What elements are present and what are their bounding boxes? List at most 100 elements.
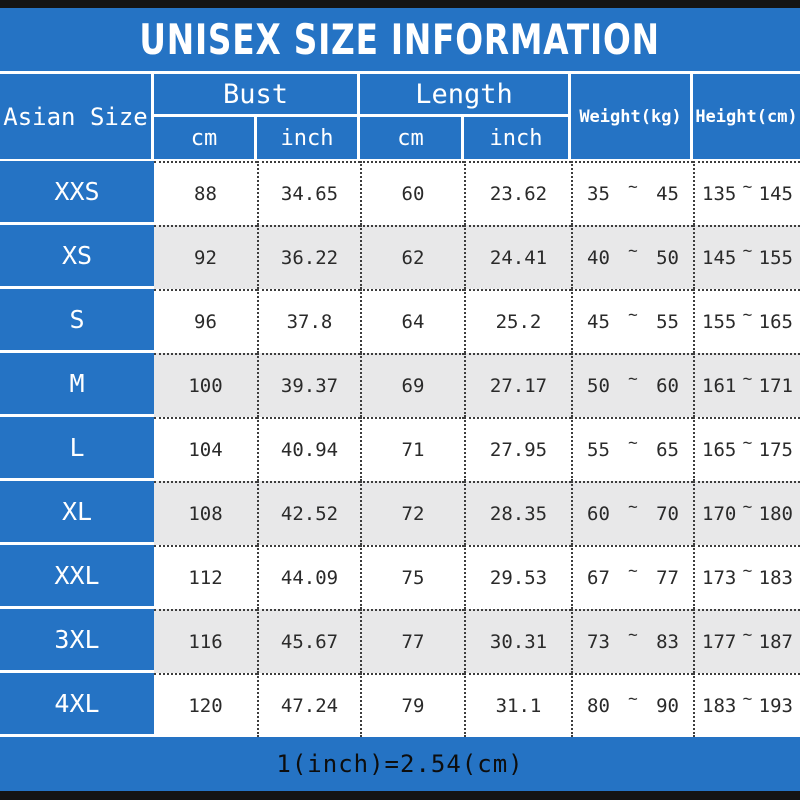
- height-max: 187: [758, 631, 793, 653]
- weight-cell: 35 ~ 45: [571, 161, 693, 225]
- header-bust-inch: inch: [257, 117, 357, 159]
- height-cell: 135 ~ 145: [693, 161, 800, 225]
- weight-min: 67: [587, 567, 610, 589]
- height-cell: 145 ~ 155: [693, 225, 800, 289]
- height-min: 145: [702, 247, 737, 269]
- height-min: 161: [702, 375, 737, 397]
- header-length: Length: [360, 74, 568, 117]
- weight-min: 40: [587, 247, 610, 269]
- weight-min: 60: [587, 503, 610, 525]
- length-inch-cell: 23.62: [464, 161, 571, 225]
- weight-max: 45: [656, 183, 679, 205]
- range-tilde: ~: [628, 496, 638, 516]
- height-cell: 161 ~ 171: [693, 353, 800, 417]
- weight-max: 65: [656, 439, 679, 461]
- bust-inch-cell: 42.52: [257, 481, 360, 545]
- weight-min: 35: [587, 183, 610, 205]
- length-inch-cell: 28.35: [464, 481, 571, 545]
- bust-cm-cell: 88: [154, 161, 257, 225]
- bust-inch-cell: 37.8: [257, 289, 360, 353]
- table-row: M 100 39.37 69 27.17 50 ~ 60 161 ~ 171: [0, 353, 800, 417]
- height-min: 183: [702, 695, 737, 717]
- height-min: 165: [702, 439, 737, 461]
- length-cm-cell: 72: [360, 481, 464, 545]
- height-min: 173: [702, 567, 737, 589]
- bust-cm-cell: 108: [154, 481, 257, 545]
- weight-cell: 73 ~ 83: [571, 609, 693, 673]
- range-tilde: ~: [628, 304, 638, 324]
- weight-cell: 55 ~ 65: [571, 417, 693, 481]
- bust-cm-cell: 120: [154, 673, 257, 737]
- length-cm-cell: 79: [360, 673, 464, 737]
- height-min: 155: [702, 311, 737, 333]
- height-max: 175: [758, 439, 793, 461]
- bust-cm-cell: 92: [154, 225, 257, 289]
- size-cell: L: [0, 417, 154, 481]
- table-row: XS 92 36.22 62 24.41 40 ~ 50 145 ~ 155: [0, 225, 800, 289]
- bust-inch-cell: 45.67: [257, 609, 360, 673]
- weight-max: 60: [656, 375, 679, 397]
- weight-max: 50: [656, 247, 679, 269]
- range-tilde: ~: [742, 688, 753, 708]
- length-cm-cell: 71: [360, 417, 464, 481]
- length-inch-cell: 27.17: [464, 353, 571, 417]
- length-inch-cell: 31.1: [464, 673, 571, 737]
- weight-max: 90: [656, 695, 679, 717]
- height-max: 180: [758, 503, 793, 525]
- bust-cm-cell: 100: [154, 353, 257, 417]
- weight-max: 70: [656, 503, 679, 525]
- table-row: XXL 112 44.09 75 29.53 67 ~ 77 173 ~ 183: [0, 545, 800, 609]
- length-cm-cell: 60: [360, 161, 464, 225]
- bottom-black-bar: [0, 791, 800, 800]
- range-tilde: ~: [742, 176, 753, 196]
- range-tilde: ~: [628, 240, 638, 260]
- top-black-bar: [0, 0, 800, 8]
- bust-inch-cell: 34.65: [257, 161, 360, 225]
- length-inch-cell: 25.2: [464, 289, 571, 353]
- range-tilde: ~: [628, 368, 638, 388]
- range-tilde: ~: [742, 304, 753, 324]
- page-title: UNISEX SIZE INFORMATION: [139, 15, 661, 64]
- weight-min: 50: [587, 375, 610, 397]
- weight-cell: 40 ~ 50: [571, 225, 693, 289]
- conversion-note: 1(inch)=2.54(cm): [276, 750, 524, 778]
- bust-cm-cell: 112: [154, 545, 257, 609]
- table-row: 4XL 120 47.24 79 31.1 80 ~ 90 183 ~ 193: [0, 673, 800, 737]
- table-body: XXS 88 34.65 60 23.62 35 ~ 45 135 ~ 145 …: [0, 161, 800, 737]
- size-cell: M: [0, 353, 154, 417]
- weight-max: 83: [656, 631, 679, 653]
- height-cell: 155 ~ 165: [693, 289, 800, 353]
- length-cm-cell: 69: [360, 353, 464, 417]
- range-tilde: ~: [742, 432, 753, 452]
- range-tilde: ~: [742, 560, 753, 580]
- bust-cm-cell: 116: [154, 609, 257, 673]
- length-cm-cell: 62: [360, 225, 464, 289]
- header-length-subrow: cm inch: [360, 117, 568, 159]
- range-tilde: ~: [742, 240, 753, 260]
- length-cm-cell: 75: [360, 545, 464, 609]
- bust-inch-cell: 47.24: [257, 673, 360, 737]
- range-tilde: ~: [742, 496, 753, 516]
- table-row: XL 108 42.52 72 28.35 60 ~ 70 170 ~ 180: [0, 481, 800, 545]
- height-cell: 173 ~ 183: [693, 545, 800, 609]
- height-cell: 177 ~ 187: [693, 609, 800, 673]
- size-cell: 3XL: [0, 609, 154, 673]
- header-group-bust: Bust cm inch: [154, 74, 360, 159]
- length-cm-cell: 64: [360, 289, 464, 353]
- table-row: S 96 37.8 64 25.2 45 ~ 55 155 ~ 165: [0, 289, 800, 353]
- size-cell: XXL: [0, 545, 154, 609]
- height-max: 165: [758, 311, 793, 333]
- header-bust: Bust: [154, 74, 357, 117]
- size-cell: XL: [0, 481, 154, 545]
- height-max: 171: [758, 375, 793, 397]
- size-cell: XXS: [0, 161, 154, 225]
- table-row: L 104 40.94 71 27.95 55 ~ 65 165 ~ 175: [0, 417, 800, 481]
- bust-cm-cell: 104: [154, 417, 257, 481]
- header-group-length: Length cm inch: [360, 74, 571, 159]
- height-max: 145: [758, 183, 793, 205]
- bust-cm-cell: 96: [154, 289, 257, 353]
- header-length-inch: inch: [464, 117, 568, 159]
- height-min: 177: [702, 631, 737, 653]
- bust-inch-cell: 39.37: [257, 353, 360, 417]
